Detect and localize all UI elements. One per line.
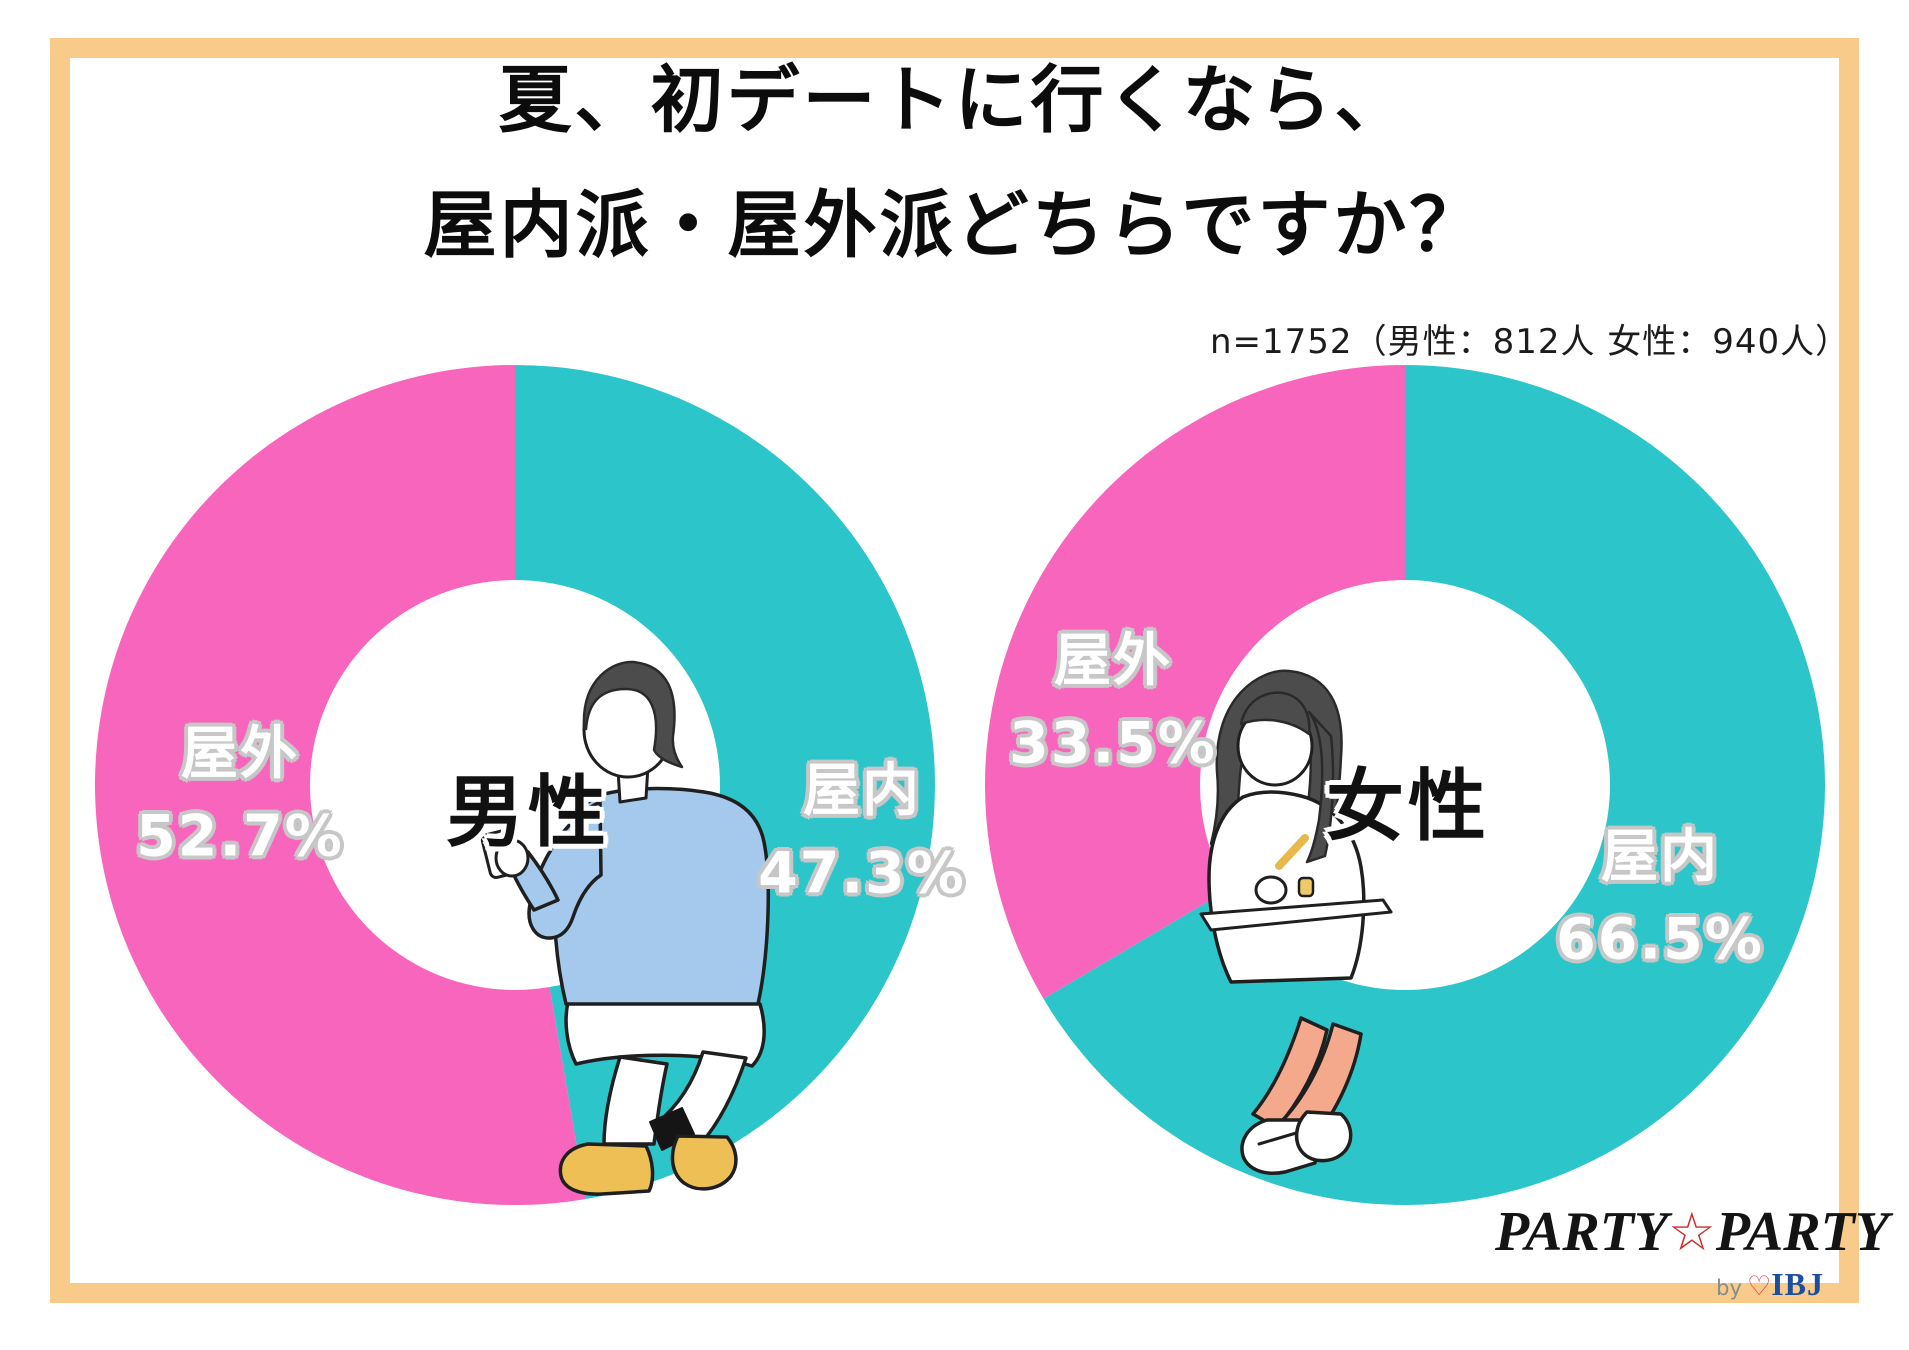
partyparty-logo: PARTY☆PARTY by ♡IBJ bbox=[1495, 1200, 1889, 1303]
label-male-outdoor-percent: 52.7% bbox=[136, 803, 344, 869]
donut-chart-female bbox=[985, 365, 1825, 1205]
sample-size-note: n=1752（男性：812人 女性：940人） bbox=[1210, 322, 1851, 362]
star-icon: ☆ bbox=[1668, 1203, 1716, 1262]
heart-icon: ♡ bbox=[1746, 1271, 1772, 1302]
donut-slice-屋内 bbox=[1043, 365, 1825, 1205]
label-female-outdoor: 屋外 33.5% bbox=[1009, 619, 1217, 784]
woman-body bbox=[1199, 669, 1393, 1175]
paper-sheet bbox=[1199, 898, 1393, 932]
label-male-indoor-percent: 47.3% bbox=[758, 840, 966, 906]
decorative-border bbox=[50, 38, 1859, 1303]
label-male-indoor-name: 屋内 bbox=[803, 757, 921, 824]
wristwatch-icon bbox=[1297, 876, 1315, 898]
title-line-1: 夏、初デートに行くなら、 bbox=[498, 58, 1411, 143]
title-line-2: 屋内派・屋外派どちらですか？ bbox=[423, 183, 1486, 268]
man-shoe bbox=[558, 1142, 655, 1196]
woman-illustration bbox=[1199, 669, 1393, 1175]
page-title: 夏、初デートに行くなら、 屋内派・屋外派どちらですか？ bbox=[0, 64, 1909, 262]
label-male-indoor: 屋内 47.3% bbox=[758, 749, 966, 914]
man-hair bbox=[582, 660, 684, 769]
donut-slice-屋外 bbox=[95, 365, 586, 1205]
logo-wordmark: PARTY☆PARTY bbox=[1495, 1200, 1889, 1264]
logo-party2: PARTY bbox=[1715, 1201, 1890, 1263]
man-shoe bbox=[670, 1134, 738, 1191]
center-label-male: 男性 bbox=[445, 768, 611, 858]
label-female-indoor-percent: 66.5% bbox=[1556, 906, 1764, 972]
label-male-outdoor-name: 屋外 bbox=[181, 720, 299, 787]
label-female-indoor: 屋内 66.5% bbox=[1556, 815, 1764, 980]
woman-shoe bbox=[1294, 1110, 1353, 1163]
woman-hand bbox=[1254, 875, 1288, 905]
man-illustration bbox=[480, 660, 770, 1196]
label-male-outdoor: 屋外 52.7% bbox=[136, 712, 344, 877]
logo-by: by bbox=[1716, 1276, 1742, 1300]
pencil-icon bbox=[1275, 834, 1309, 870]
logo-party1: PARTY bbox=[1495, 1201, 1669, 1263]
donut-slice-屋外 bbox=[985, 365, 1405, 999]
man-body bbox=[480, 660, 770, 1196]
label-female-outdoor-name: 屋外 bbox=[1054, 627, 1172, 694]
logo-byline: by ♡IBJ bbox=[1495, 1266, 1840, 1303]
center-label-female: 女性 bbox=[1325, 762, 1491, 852]
man-hand bbox=[494, 838, 530, 878]
logo-ibj: IBJ bbox=[1771, 1266, 1824, 1302]
label-female-indoor-name: 屋内 bbox=[1601, 823, 1719, 890]
label-female-outdoor-percent: 33.5% bbox=[1009, 710, 1217, 776]
